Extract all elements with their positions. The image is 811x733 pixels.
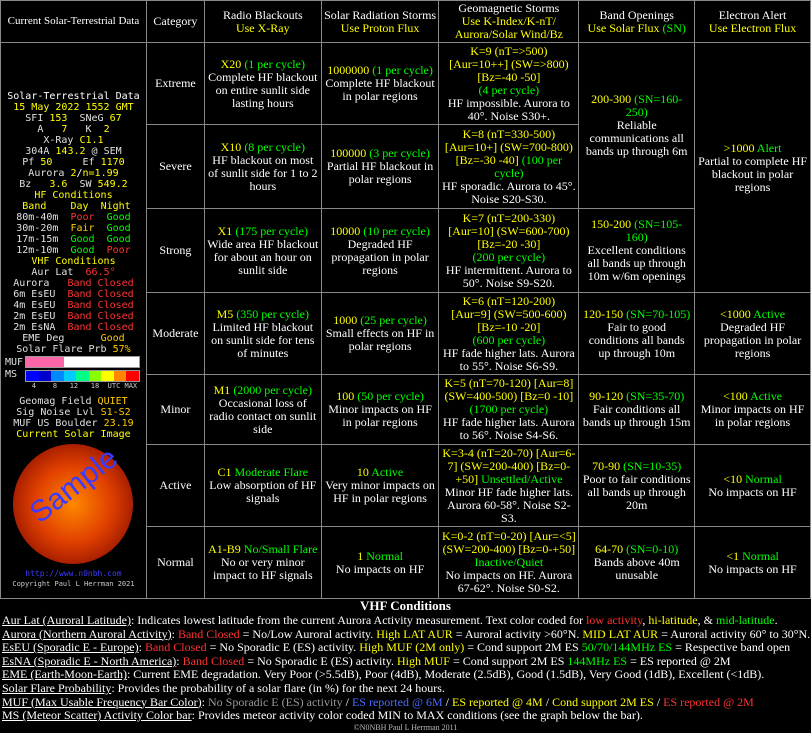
band-opening-cell: 150-200 (SN=105-160) Excellent conditions… bbox=[578, 208, 696, 293]
vhf-legend-title: VHF Conditions bbox=[360, 598, 451, 613]
table-row: Minor M1 (2000 per cycle) Occasional loss… bbox=[1, 374, 811, 445]
header-current-data: Current Solar-Terrestrial Data bbox=[0, 0, 147, 43]
table-row: Normal A1-B9 No/Small Flare No or very mi… bbox=[1, 526, 811, 599]
site-link[interactable]: http://www.n0nbh.com bbox=[25, 569, 122, 578]
band-opening-cell: 70-90 (SN=10-35) Poor to fair conditions … bbox=[578, 444, 696, 527]
legend-ms: MS (Meteor Scatter) Activity Color bar: … bbox=[2, 709, 643, 723]
header-category: Category bbox=[145, 0, 205, 43]
legend-eseu: EsEU (Sporadic E - Europe): Band Closed … bbox=[2, 641, 791, 655]
electron-alert-cell: <1 Normal No impacts on HF bbox=[694, 526, 811, 599]
header-solar-radiation: Solar Radiation Storms Use Proton Flux bbox=[320, 0, 440, 43]
category-severe: Severe bbox=[145, 124, 205, 209]
band-opening-cell: 64-70 (SN=0-10) Bands above 40m unusable bbox=[578, 526, 696, 599]
widget-title: Solar-Terrestrial Data bbox=[7, 91, 140, 102]
header-electron-alert: Electron Alert Use Electron Flux bbox=[694, 0, 811, 43]
vhf-legend: VHF Conditions Aur Lat (Auroral Latitude… bbox=[0, 598, 811, 733]
hf-row: 80m-40m Poor Good bbox=[16, 212, 131, 223]
electron-alert-cell: <10 Normal No impacts on HF bbox=[694, 444, 811, 527]
category-active: Active bbox=[145, 444, 205, 527]
legend-copyright: ©N0NBH Paul L Herrman 2011 bbox=[353, 722, 458, 732]
widget-date: 15 May 2022 1552 GMT bbox=[13, 102, 134, 113]
table-row: Severe X10 (8 per cycle) HF blackout on m… bbox=[1, 124, 811, 209]
category-strong: Strong bbox=[145, 208, 205, 293]
sample-watermark: Sample bbox=[24, 441, 125, 530]
header-row: Current Solar-Terrestrial Data Category … bbox=[0, 0, 811, 43]
table-row: Solar-Terrestrial Data 15 May 2022 1552 … bbox=[0, 42, 811, 599]
muf-ms-bars: MUF MS bbox=[3, 356, 144, 382]
electron-alert-cell: <1000 Active Degraded HF propagation in p… bbox=[694, 292, 811, 375]
solar-terrestrial-widget: Solar-Terrestrial Data 15 May 2022 1552 … bbox=[0, 42, 147, 599]
category-minor: Minor bbox=[145, 374, 205, 445]
hf-row: 12m-10m Good Poor bbox=[16, 245, 131, 256]
legend-esna: EsNA (Sporadic E - North America): Band … bbox=[2, 654, 731, 668]
sun-image: Sample bbox=[13, 441, 134, 564]
header-radio-blackouts: Radio Blackouts Use X-Ray bbox=[203, 0, 322, 43]
ms-bar bbox=[25, 370, 140, 382]
electron-alert-cell: >1000 Alert Partial to complete HF blacko… bbox=[694, 42, 811, 293]
category-extreme: Extreme bbox=[145, 42, 205, 125]
legend-solar-flare: Solar Flare Probability: Provides the pr… bbox=[2, 681, 445, 695]
legend-muf: MUF (Max Usable Frequency Bar Color): No… bbox=[2, 695, 754, 709]
hf-row: 17m-15m Good Good bbox=[16, 234, 131, 245]
header-geomagnetic: Geomagnetic Storms Use K-Index/K-nT/Auror… bbox=[438, 0, 580, 43]
legend-aurora: Aurora (Northern Auroral Activity): Band… bbox=[2, 627, 811, 641]
electron-alert-cell: <100 Active Minor impacts on HF in polar … bbox=[694, 374, 811, 445]
space-weather-table: Current Solar-Terrestrial Data Category … bbox=[0, 0, 811, 599]
band-opening-cell: 90-120 (SN=35-70) Fair conditions all ban… bbox=[578, 374, 696, 445]
legend-eme: EME (Earth-Moon-Earth): Current EME degr… bbox=[2, 668, 765, 682]
solar-image-title: Current Solar Image bbox=[16, 429, 131, 440]
category-moderate: Moderate bbox=[145, 292, 205, 375]
band-opening-cell: 200-300 (SN=160-250) Reliable communicati… bbox=[578, 42, 696, 209]
muf-bar bbox=[25, 356, 140, 368]
sfi-value: 153 bbox=[49, 113, 68, 124]
table-row: Strong X1 (175 per cycle) Wide area HF bl… bbox=[1, 208, 811, 293]
band-opening-cell: 120-150 (SN=70-105) Fair to good conditio… bbox=[578, 292, 696, 375]
vhf-conditions-title: VHF Conditions bbox=[31, 256, 116, 267]
legend-aur-lat: Aur Lat (Auroral Latitude): Indicates lo… bbox=[2, 614, 778, 627]
hf-conditions-title: HF Conditions bbox=[34, 190, 113, 201]
table-row: Moderate M5 (350 per cycle) Limited HF bl… bbox=[1, 292, 811, 375]
header-band-openings: Band Openings Use Solar Flux (SN) bbox=[578, 0, 696, 43]
hf-row: 30m-20m Fair Good bbox=[16, 223, 131, 234]
table-row: Active C1 Moderate Flare Low absorption o… bbox=[1, 444, 811, 527]
category-normal: Normal bbox=[145, 526, 205, 599]
